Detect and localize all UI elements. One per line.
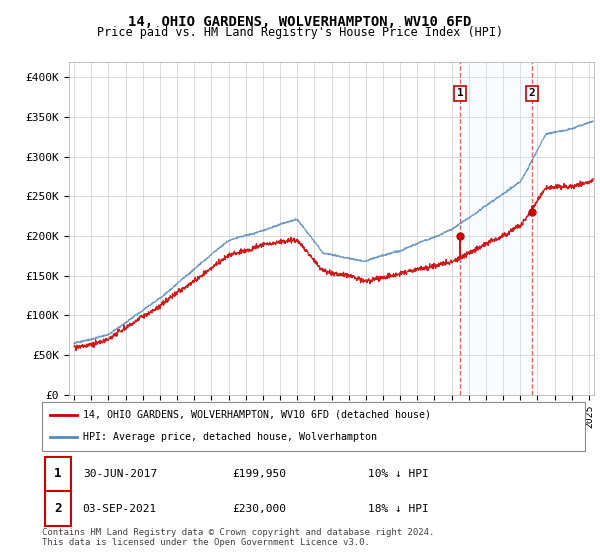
Text: Price paid vs. HM Land Registry's House Price Index (HPI): Price paid vs. HM Land Registry's House … [97,26,503,39]
Text: 14, OHIO GARDENS, WOLVERHAMPTON, WV10 6FD (detached house): 14, OHIO GARDENS, WOLVERHAMPTON, WV10 6F… [83,410,431,420]
Text: HPI: Average price, detached house, Wolverhampton: HPI: Average price, detached house, Wolv… [83,432,377,442]
Text: 1: 1 [54,467,61,480]
Bar [45,492,71,526]
Text: £230,000: £230,000 [232,503,286,514]
Bar [460,62,532,395]
Text: Contains HM Land Registry data © Crown copyright and database right 2024.
This d: Contains HM Land Registry data © Crown c… [42,528,434,547]
Text: 10% ↓ HPI: 10% ↓ HPI [368,469,428,479]
Text: 18% ↓ HPI: 18% ↓ HPI [368,503,428,514]
Text: 2: 2 [54,502,61,515]
Text: 14, OHIO GARDENS, WOLVERHAMPTON, WV10 6FD: 14, OHIO GARDENS, WOLVERHAMPTON, WV10 6F… [128,15,472,29]
Text: 03-SEP-2021: 03-SEP-2021 [83,503,157,514]
Text: 2: 2 [528,88,535,99]
Text: 1: 1 [457,88,464,99]
Text: £199,950: £199,950 [232,469,286,479]
Bar [45,456,71,491]
Text: 30-JUN-2017: 30-JUN-2017 [83,469,157,479]
